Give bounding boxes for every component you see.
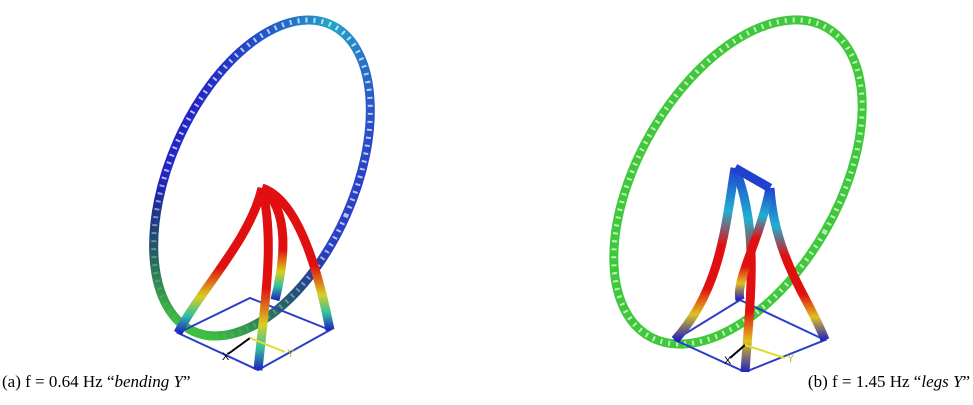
axis-label: X <box>724 355 732 367</box>
caption-text: ” <box>962 372 970 391</box>
caption-text: (b) f = 1.45 Hz “ <box>808 372 921 391</box>
axis-y <box>250 338 285 352</box>
figure: X Y X Y (a) f = 0.64 Hz “bending Y” (b) … <box>0 0 973 405</box>
caption: (a) f = 0.64 Hz “bending Y” <box>2 372 191 392</box>
axis-x <box>228 338 250 354</box>
leg <box>178 188 262 333</box>
axis-label: Y <box>787 353 795 365</box>
caption-text: (a) f = 0.64 Hz “ <box>2 372 114 391</box>
caption-emphasis: legs Y <box>921 372 962 391</box>
caption-text: ” <box>183 372 191 391</box>
caption: (b) f = 1.45 Hz “legs Y” <box>808 372 970 392</box>
caption-emphasis: bending Y <box>114 372 182 391</box>
axis-label: X <box>222 351 230 363</box>
axis-label: Y <box>287 348 295 360</box>
mode-b: X Y <box>562 0 913 372</box>
mode-shapes: X Y X Y <box>0 0 973 372</box>
leg <box>675 168 735 340</box>
mode-a: X Y <box>110 0 415 370</box>
